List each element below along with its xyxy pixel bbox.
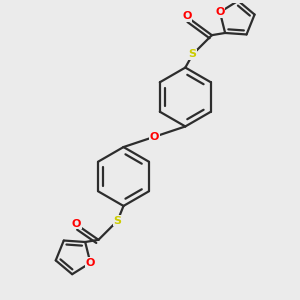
Text: S: S — [189, 49, 197, 59]
Text: O: O — [215, 7, 225, 17]
Text: O: O — [150, 132, 159, 142]
Text: O: O — [182, 11, 191, 21]
Text: O: O — [86, 258, 95, 268]
Text: S: S — [114, 216, 122, 226]
Text: O: O — [72, 219, 81, 229]
